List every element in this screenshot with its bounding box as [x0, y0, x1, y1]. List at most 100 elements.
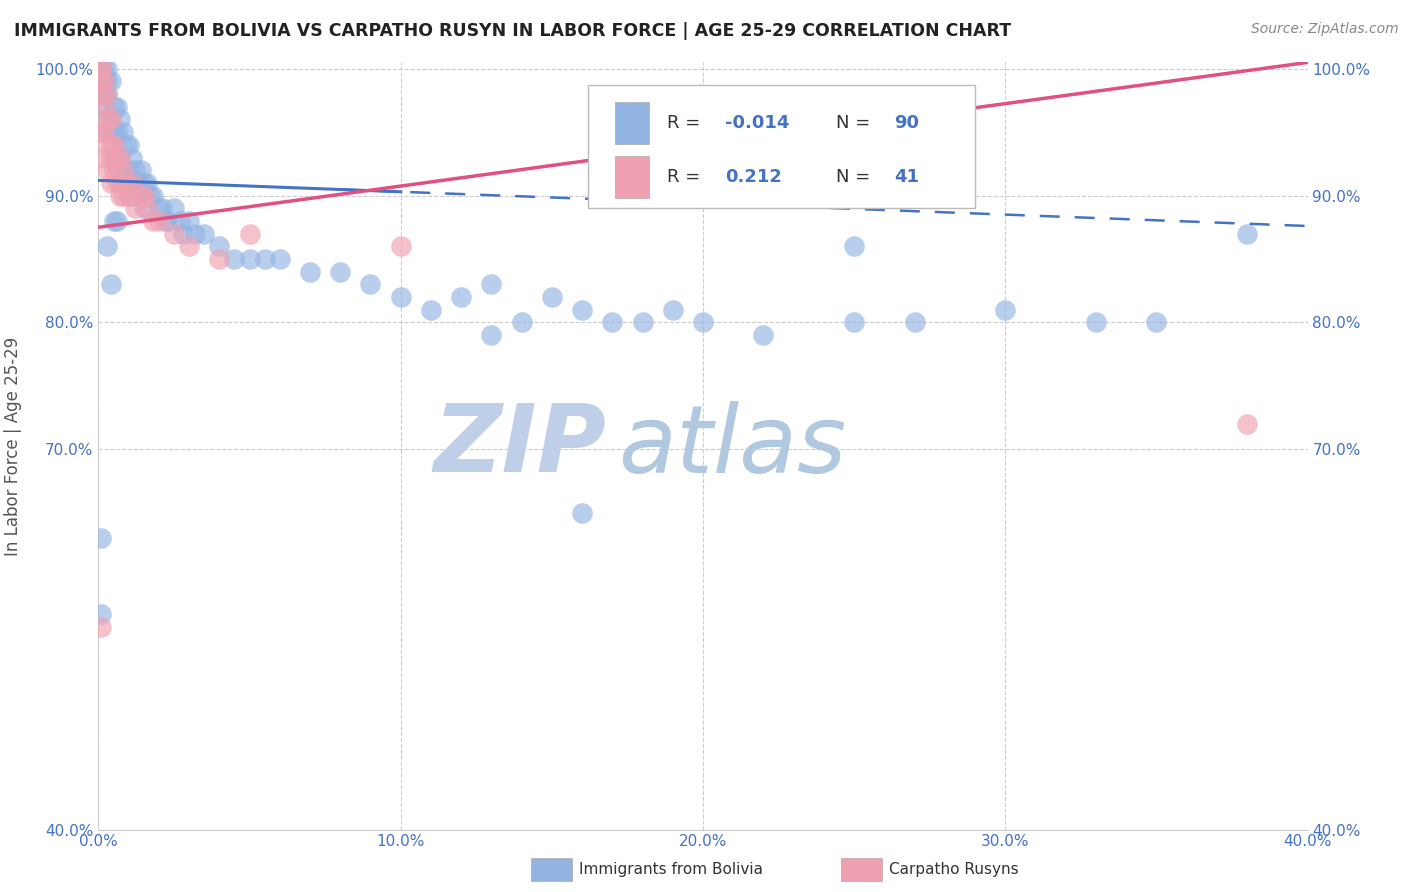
FancyBboxPatch shape	[588, 86, 976, 208]
Point	[90, 74, 112, 88]
Text: ZIP: ZIP	[433, 400, 606, 492]
Point	[100, 74, 122, 88]
Point	[105, 163, 128, 178]
Text: -0.014: -0.014	[724, 114, 789, 132]
Point	[752, 328, 775, 343]
Point	[132, 201, 155, 215]
Point	[105, 214, 128, 228]
Y-axis label: In Labor Force | Age 25-29: In Labor Force | Age 25-29	[4, 336, 21, 556]
Point	[208, 239, 231, 253]
Point	[121, 151, 143, 165]
Point	[93, 151, 115, 165]
Point	[329, 265, 352, 279]
Point	[510, 315, 533, 329]
Point	[148, 201, 170, 215]
Point	[108, 188, 131, 202]
Point	[148, 214, 170, 228]
Text: R =: R =	[666, 168, 706, 186]
Point	[571, 302, 593, 317]
Point	[172, 227, 194, 241]
Point	[90, 87, 112, 102]
Point	[253, 252, 276, 266]
Point	[90, 87, 112, 102]
Point	[299, 265, 322, 279]
Point	[103, 100, 125, 114]
Point	[540, 290, 562, 304]
Bar	[614, 102, 648, 145]
Point	[1236, 227, 1258, 241]
Point	[114, 176, 136, 190]
Point	[179, 214, 201, 228]
Point	[90, 62, 112, 76]
Point	[90, 125, 112, 139]
Point	[103, 137, 125, 152]
Point	[96, 87, 118, 102]
Point	[844, 239, 866, 253]
Point	[93, 125, 115, 139]
Point	[169, 214, 191, 228]
Text: Immigrants from Bolivia: Immigrants from Bolivia	[579, 863, 763, 877]
Bar	[614, 156, 648, 198]
Point	[129, 188, 152, 202]
Point	[93, 100, 115, 114]
Point	[481, 328, 503, 343]
Point	[108, 176, 131, 190]
Text: 41: 41	[894, 168, 920, 186]
Point	[90, 62, 112, 76]
Point	[96, 62, 118, 76]
Point	[103, 151, 125, 165]
Point	[114, 176, 136, 190]
Point	[139, 188, 162, 202]
Point	[631, 315, 654, 329]
Point	[96, 87, 118, 102]
Point	[90, 531, 112, 545]
Point	[108, 151, 131, 165]
Point	[450, 290, 472, 304]
Point	[127, 176, 149, 190]
Text: atlas: atlas	[619, 401, 846, 491]
Point	[100, 137, 122, 152]
Point	[100, 112, 122, 127]
Point	[118, 188, 141, 202]
Point	[105, 176, 128, 190]
Point	[994, 302, 1017, 317]
Point	[156, 214, 179, 228]
Point	[114, 137, 136, 152]
Point	[124, 163, 146, 178]
Point	[132, 188, 155, 202]
Point	[118, 188, 141, 202]
Point	[103, 163, 125, 178]
Point	[239, 227, 262, 241]
Point	[96, 163, 118, 178]
Point	[142, 214, 165, 228]
Point	[93, 74, 115, 88]
Point	[129, 188, 152, 202]
Point	[904, 315, 927, 329]
Point	[208, 252, 231, 266]
Point	[93, 74, 115, 88]
Point	[96, 112, 118, 127]
Point	[135, 201, 157, 215]
Point	[360, 277, 382, 292]
Point	[121, 176, 143, 190]
Point	[224, 252, 246, 266]
Point	[571, 506, 593, 520]
Point	[96, 112, 118, 127]
Point	[111, 188, 134, 202]
Point	[844, 315, 866, 329]
Point	[108, 151, 131, 165]
Point	[93, 87, 115, 102]
Point	[150, 201, 173, 215]
Point	[179, 239, 201, 253]
Point	[142, 188, 165, 202]
Point	[108, 112, 131, 127]
Point	[111, 163, 134, 178]
Text: Carpatho Rusyns: Carpatho Rusyns	[889, 863, 1018, 877]
Point	[103, 214, 125, 228]
Text: N =: N =	[837, 168, 876, 186]
Point	[93, 100, 115, 114]
Point	[118, 163, 141, 178]
Text: Source: ZipAtlas.com: Source: ZipAtlas.com	[1251, 22, 1399, 37]
Point	[111, 163, 134, 178]
Point	[481, 277, 503, 292]
